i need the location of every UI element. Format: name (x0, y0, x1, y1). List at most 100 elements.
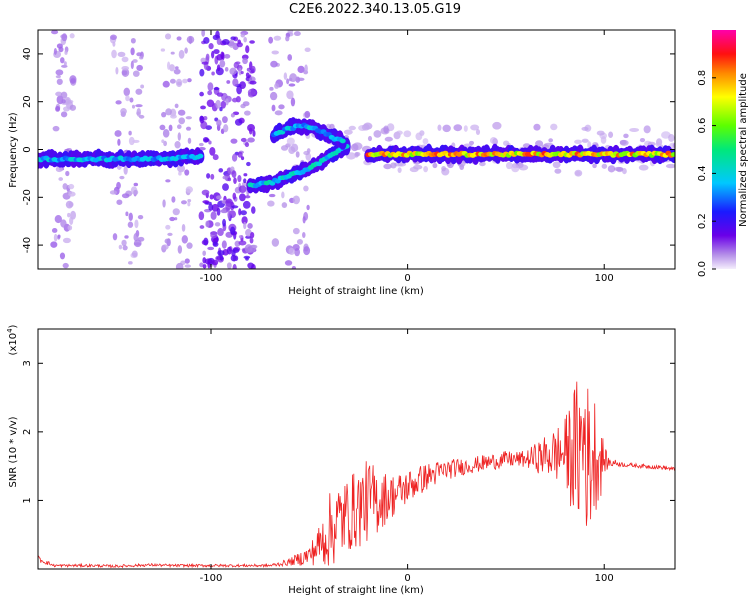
noise-speck (226, 246, 232, 255)
noise-speck (199, 68, 205, 77)
noise-speck (201, 189, 210, 196)
noise-speck (55, 69, 64, 76)
noise-speck (503, 140, 510, 146)
noise-speck (53, 47, 57, 55)
noise-speck (269, 86, 274, 91)
noise-speck (171, 196, 176, 203)
noise-speck (178, 117, 186, 125)
noise-speck (232, 78, 239, 87)
noise-speck (442, 124, 451, 133)
snr-marks (38, 381, 675, 569)
noise-speck (231, 249, 236, 257)
noise-speck (269, 91, 278, 101)
noise-speck (215, 99, 222, 109)
noise-speck (608, 131, 614, 138)
noise-speck (169, 216, 176, 222)
noise-speck (177, 109, 186, 116)
noise-speck (607, 165, 616, 173)
noise-speck (231, 153, 238, 162)
noise-speck (470, 124, 480, 131)
noise-speck (202, 200, 210, 204)
noise-speck (68, 191, 76, 197)
noise-speck (518, 164, 529, 171)
noise-speck (271, 238, 280, 247)
colorbar-ticks: 0.0 0.2 0.4 0.6 0.8 (697, 70, 716, 277)
noise-speck (133, 182, 139, 187)
noise-speck (203, 237, 209, 246)
noise-speck (202, 250, 206, 256)
noise-speck (274, 83, 279, 89)
noise-speck (160, 48, 166, 52)
noise-speck (121, 68, 130, 77)
noise-speck (58, 177, 64, 181)
noise-speck (217, 250, 225, 256)
noise-speck (238, 240, 247, 246)
noise-speck (69, 33, 75, 39)
snr-series-line (38, 381, 675, 569)
noise-speck (243, 110, 251, 116)
noise-speck (361, 123, 370, 131)
noise-speck (208, 203, 214, 211)
noise-speck (55, 105, 61, 112)
colorbar-tick-label: 0.8 (697, 70, 708, 86)
noise-speck (159, 124, 166, 131)
snr-y-multiplier: (x104) (6, 324, 19, 355)
noise-speck (293, 31, 301, 37)
noise-speck (216, 207, 221, 216)
noise-speck (304, 64, 308, 73)
noise-speck (679, 160, 684, 167)
noise-speck (403, 130, 412, 138)
y-tick-label: 3 (22, 360, 33, 366)
y-tick-label: 0 (22, 146, 33, 152)
noise-speck (211, 71, 215, 76)
noise-speck (292, 243, 300, 251)
noise-speck (288, 83, 296, 87)
chart-title: C2E6.2022.340.13.05.G19 (288, 2, 462, 17)
noise-speck (274, 110, 283, 116)
noise-speck (182, 78, 188, 84)
noise-speck (161, 111, 167, 118)
noise-speck (216, 37, 222, 45)
noise-speck (213, 87, 220, 91)
noise-speck (188, 36, 193, 45)
noise-speck (643, 125, 651, 134)
noise-speck (600, 136, 607, 144)
noise-speck (124, 235, 129, 239)
spectrogram-marks (38, 30, 684, 269)
noise-speck (164, 238, 170, 244)
noise-speck (303, 246, 311, 256)
noise-speck (186, 242, 193, 249)
noise-speck (243, 221, 247, 230)
noise-speck (60, 111, 68, 118)
noise-speck (138, 114, 145, 119)
noise-speck (343, 129, 353, 135)
noise-speck (243, 36, 247, 43)
noise-speck (397, 167, 402, 174)
noise-speck (231, 97, 238, 103)
noise-speck (297, 65, 305, 74)
noise-speck (125, 95, 130, 102)
noise-speck (222, 116, 228, 124)
noise-speck (244, 142, 250, 148)
noise-speck (437, 124, 442, 131)
noise-speck (162, 129, 170, 138)
noise-speck (133, 189, 139, 195)
noise-speck (245, 45, 250, 54)
noise-speck (209, 194, 214, 200)
noise-speck (271, 50, 279, 55)
noise-speck (62, 106, 70, 112)
noise-speck (226, 262, 232, 269)
x-tick-label: -100 (200, 273, 223, 284)
noise-speck (415, 132, 423, 141)
noise-speck (201, 61, 209, 65)
noise-speck (511, 164, 520, 173)
noise-speck (166, 61, 171, 70)
noise-speck (109, 34, 117, 40)
noise-speck (167, 232, 173, 236)
noise-speck (286, 90, 294, 100)
noise-speck (236, 42, 243, 48)
noise-speck (243, 173, 248, 177)
noise-speck (177, 124, 182, 130)
noise-speck (225, 201, 231, 211)
